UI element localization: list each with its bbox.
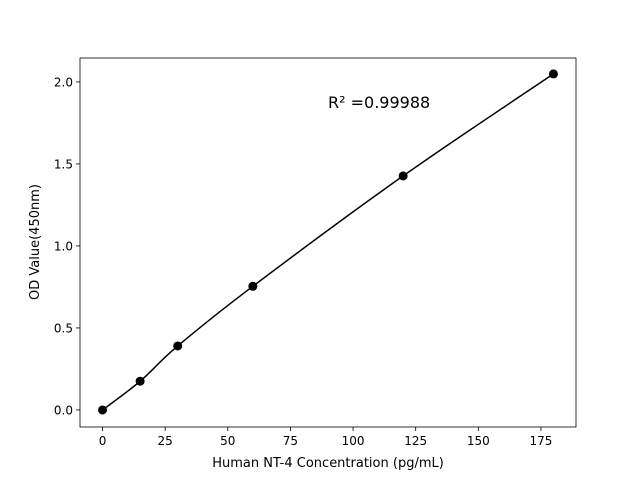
x-tick-label: 0 (99, 434, 107, 448)
y-axis-label: OD Value(450nm) (28, 184, 43, 300)
y-tick-label: 2.0 (54, 75, 73, 89)
x-tick-label: 25 (158, 434, 173, 448)
plot-frame (79, 57, 577, 428)
data-point (98, 405, 108, 415)
x-tick-label: 150 (467, 434, 490, 448)
r-squared-annotation: R² =0.99988 (328, 93, 430, 112)
data-point (398, 171, 408, 181)
y-tick-label: 0.0 (54, 403, 73, 417)
x-tick-label: 75 (283, 434, 298, 448)
y-tick-label: 1.5 (54, 157, 73, 171)
x-tick-label: 100 (342, 434, 365, 448)
data-point (173, 341, 183, 351)
data-point (248, 281, 258, 291)
plot-area (80, 58, 576, 427)
data-point (548, 69, 558, 79)
x-tick-label: 175 (529, 434, 552, 448)
y-tick-label: 0.5 (54, 321, 73, 335)
y-tick-label: 1.0 (54, 239, 73, 253)
data-point (135, 376, 145, 386)
x-tick-label: 50 (220, 434, 235, 448)
x-axis-label: Human NT-4 Concentration (pg/mL) (212, 456, 444, 471)
x-tick-label: 125 (404, 434, 427, 448)
